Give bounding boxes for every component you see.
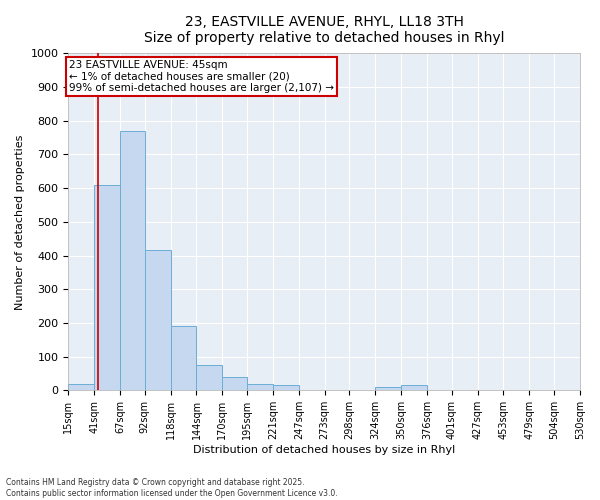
Bar (222, 377, 247, 390)
Y-axis label: Number of detached properties: Number of detached properties (15, 134, 25, 310)
Bar (273, 386, 299, 390)
Bar (120, 131, 145, 390)
Text: Contains HM Land Registry data © Crown copyright and database right 2025.
Contai: Contains HM Land Registry data © Crown c… (6, 478, 338, 498)
Bar (68, 384, 94, 390)
Bar (401, 386, 427, 390)
Bar (145, 250, 170, 390)
Bar (94, 185, 120, 390)
Bar (170, 326, 196, 390)
Title: 23, EASTVILLE AVENUE, RHYL, LL18 3TH
Size of property relative to detached house: 23, EASTVILLE AVENUE, RHYL, LL18 3TH Siz… (144, 15, 505, 45)
Bar (376, 387, 401, 390)
Bar (247, 384, 273, 390)
Bar (196, 365, 222, 390)
X-axis label: Distribution of detached houses by size in Rhyl: Distribution of detached houses by size … (193, 445, 455, 455)
Text: 23 EASTVILLE AVENUE: 45sqm
← 1% of detached houses are smaller (20)
99% of semi-: 23 EASTVILLE AVENUE: 45sqm ← 1% of detac… (69, 60, 334, 94)
